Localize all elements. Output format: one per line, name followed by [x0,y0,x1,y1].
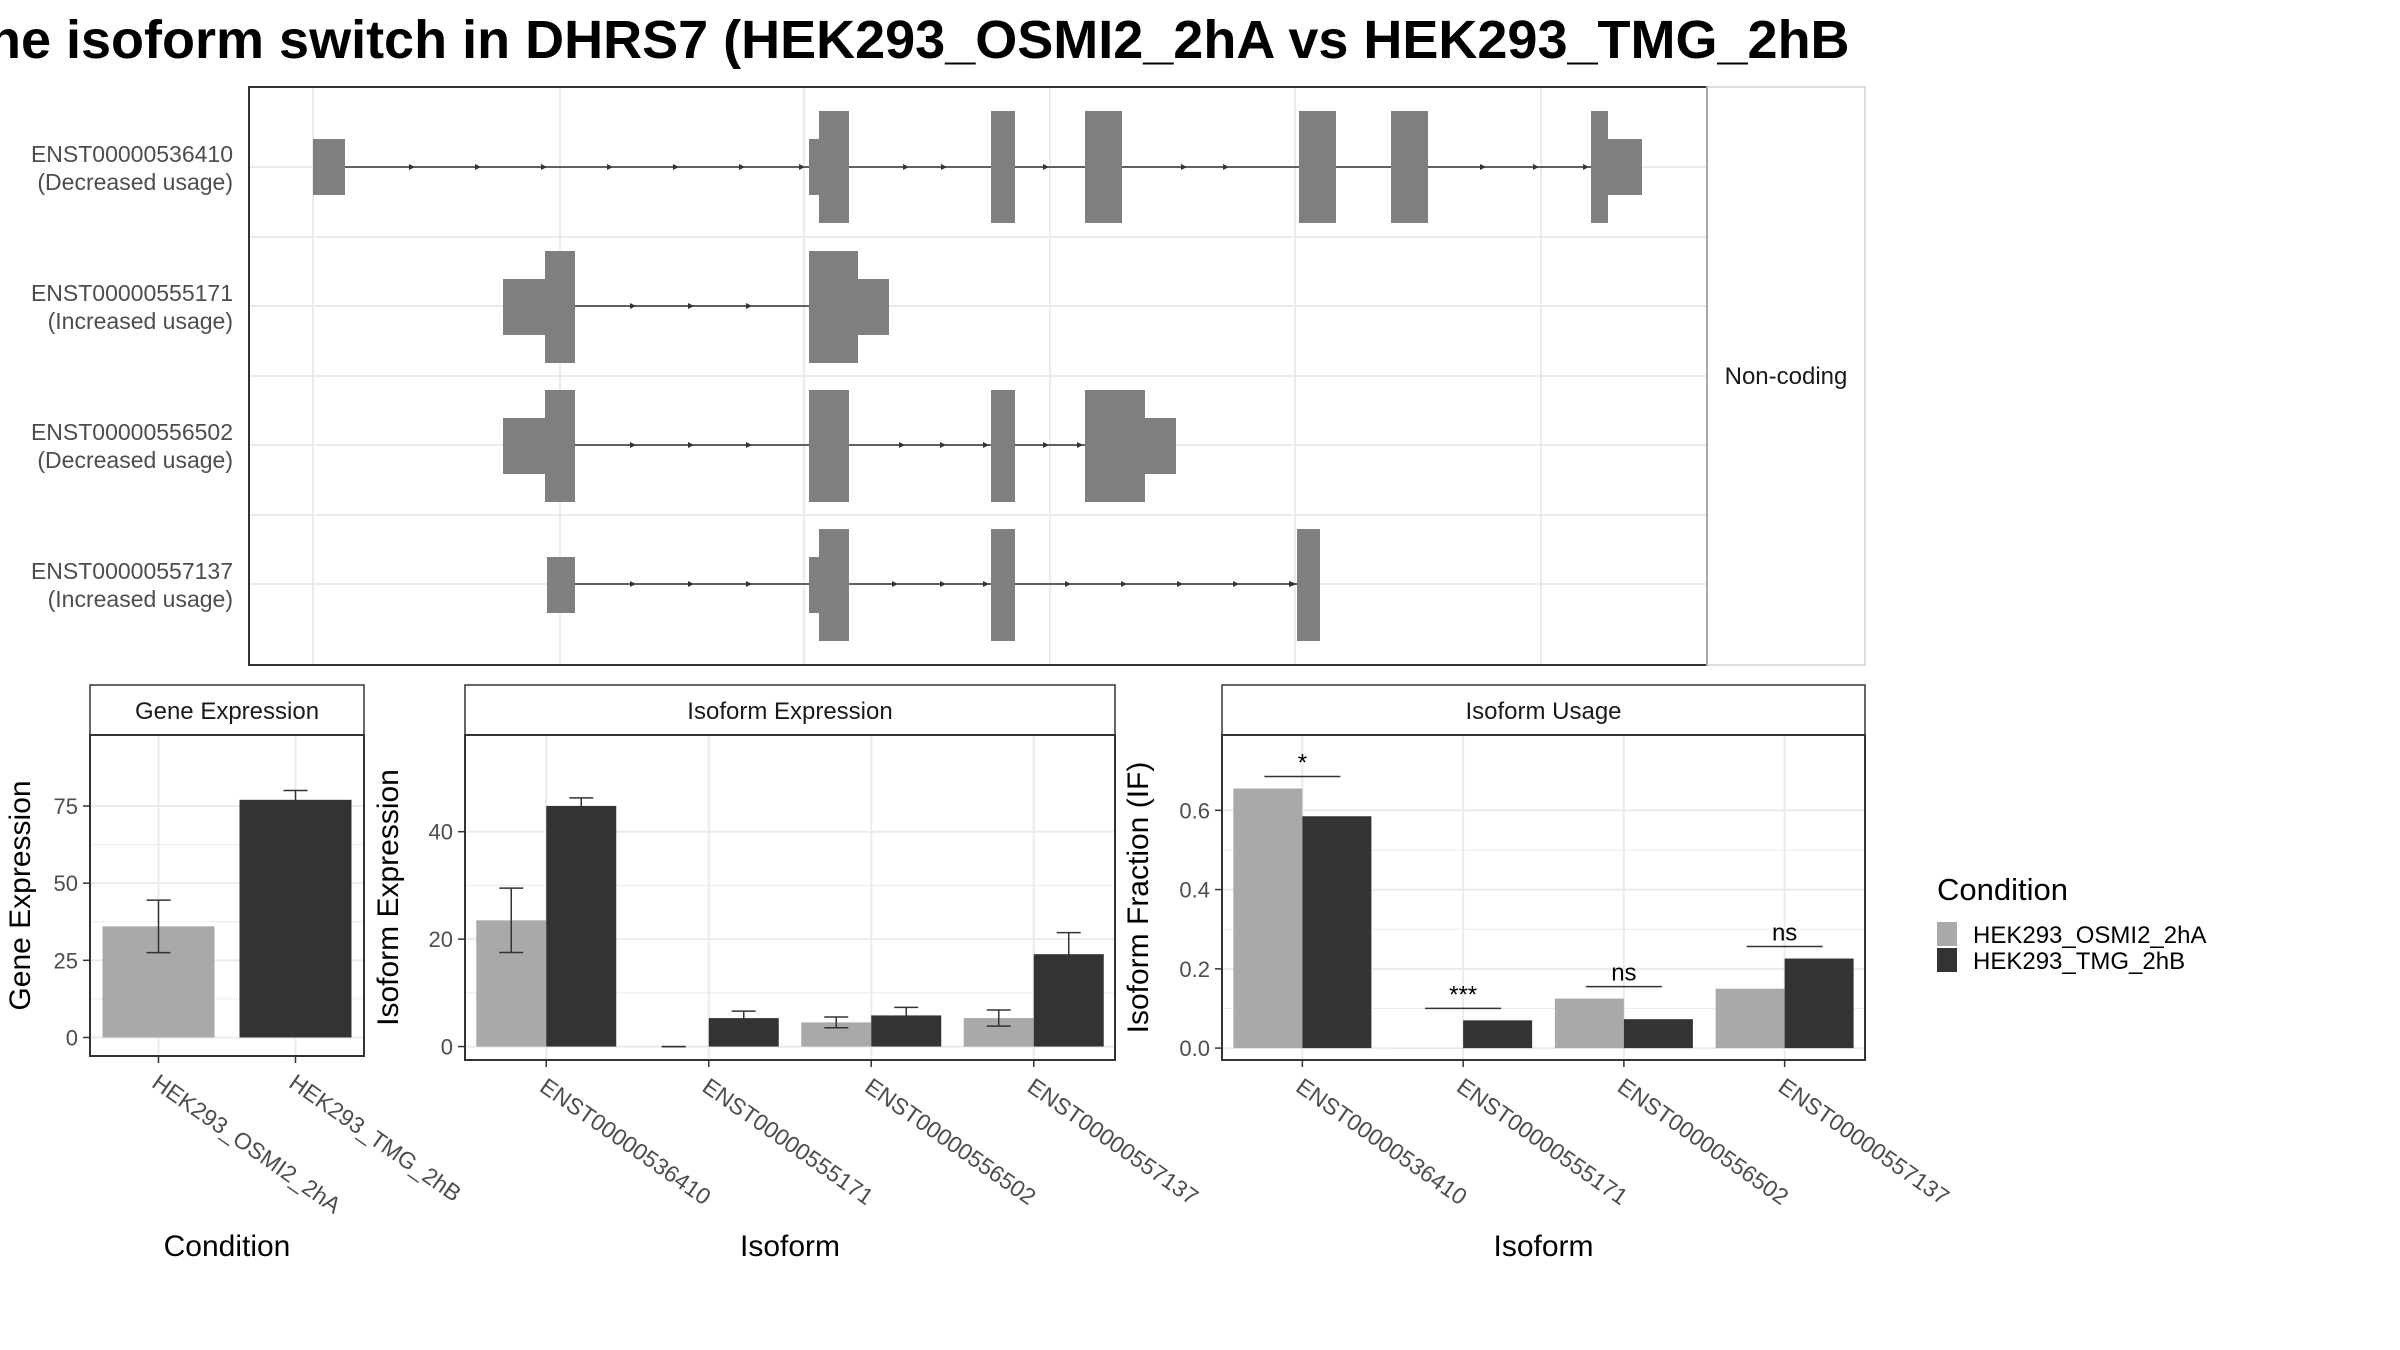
x-tick-label: ENST00000555171 [1452,1073,1632,1210]
bar [1623,1019,1693,1049]
intron-direction-arrows [630,303,752,309]
x-axis-title: Isoform [1493,1230,1593,1263]
facet-strip-label: Isoform Usage [1465,698,1621,725]
legend-swatch-cond-b [1937,948,1957,972]
intron-direction-arrows [630,581,1297,587]
facet-strip-label: Gene Expression [135,698,319,725]
facet-label-noncoding: Non-coding [1725,363,1848,390]
significance-label: * [1298,750,1307,777]
x-tick-label: ENST00000557137 [1023,1073,1203,1210]
x-tick-label: ENST00000536410 [535,1073,715,1210]
bar [1784,958,1854,1049]
exon-blocks [503,251,889,363]
isoform-labels: ENST00000536410 (Decreased usage) ENST00… [31,141,233,612]
y-tick-label: 20 [429,927,453,952]
y-tick-label: 0.0 [1179,1036,1210,1061]
y-tick-label: 0.6 [1179,798,1210,823]
legend: Condition HEK293_OSMI2_2hA HEK293_TMG_2h… [1937,872,2206,975]
significance-label: ns [1772,920,1797,947]
y-tick-label: 0.4 [1179,878,1210,903]
panel-border [89,734,365,1057]
x-axis-title: Isoform [740,1230,840,1263]
isoform-usage-label: (Decreased usage) [37,169,233,195]
bar [1715,988,1785,1049]
isoform-id-label: ENST00000557137 [31,558,233,584]
y-tick-label: 0 [441,1035,453,1060]
y-tick-label: 0 [66,1025,78,1050]
y-axis-title: Gene Expression [4,780,37,1010]
bar [546,805,617,1047]
legend-swatch-cond-a [1937,922,1957,946]
isoform-id-label: ENST00000555171 [31,280,233,306]
y-tick-label: 25 [54,948,78,973]
bar [1233,788,1303,1049]
facet-strip [464,684,1116,736]
structure-gridlines [249,87,1707,665]
panel-border [1221,734,1866,1061]
isoform-track-3 [503,390,1176,502]
y-tick-label: 75 [54,794,78,819]
bar [1554,998,1624,1049]
isoform-usage-label: (Increased usage) [48,586,233,612]
y-axis-title: Isoform Fraction (IF) [1122,762,1155,1034]
exon-blocks [547,529,1320,641]
isoform-track-2 [503,251,889,363]
significance-label: ns [1611,960,1636,987]
x-tick-label: ENST00000555171 [698,1073,878,1210]
isoform-track-4 [547,529,1320,641]
y-tick-label: 0.2 [1179,957,1210,982]
isoform-id-label: ENST00000536410 [31,141,233,167]
bar [1302,816,1372,1049]
legend-label: HEK293_TMG_2hB [1973,948,2185,975]
facet-strip [1221,684,1866,736]
y-axis-title: Isoform Expression [372,769,405,1026]
isoform-structure-panel: Non-coding ENST00000536410 (Decreased us… [31,86,1866,666]
y-tick-label: 40 [429,820,453,845]
bar [1463,1020,1533,1049]
exon-blocks [503,390,1176,502]
panel-border [464,734,1116,1061]
isoform-usage-label: (Decreased usage) [37,447,233,473]
facet-strip-label: Isoform Expression [687,698,892,725]
isoform-expression-chart: Isoform Expression02040ENST00000536410EN… [372,684,1203,1263]
legend-label: HEK293_OSMI2_2hA [1973,922,2206,949]
figure-title: he isoform switch in DHRS7 (HEK293_OSMI2… [0,10,1850,70]
x-axis-title: Condition [164,1230,291,1263]
isoform-id-label: ENST00000556502 [31,419,233,445]
exon-blocks [313,111,1642,223]
x-tick-label: ENST00000536410 [1292,1073,1472,1210]
isoform-track-1 [313,111,1642,223]
x-tick-label: ENST00000556502 [1613,1073,1793,1210]
gene-expression-chart: Gene Expression0255075HEK293_OSMI2_2hAHE… [4,684,466,1263]
facet-strip-border [1706,86,1866,666]
facet-strip [89,684,365,736]
y-tick-label: 50 [54,871,78,896]
intron-direction-arrows [630,442,1083,448]
significance-label: *** [1449,981,1477,1008]
x-tick-label: ENST00000556502 [860,1073,1040,1210]
legend-title: Condition [1937,872,2068,907]
bar [239,799,352,1038]
x-tick-label: ENST00000557137 [1774,1073,1954,1210]
isoform-usage-label: (Increased usage) [48,308,233,334]
